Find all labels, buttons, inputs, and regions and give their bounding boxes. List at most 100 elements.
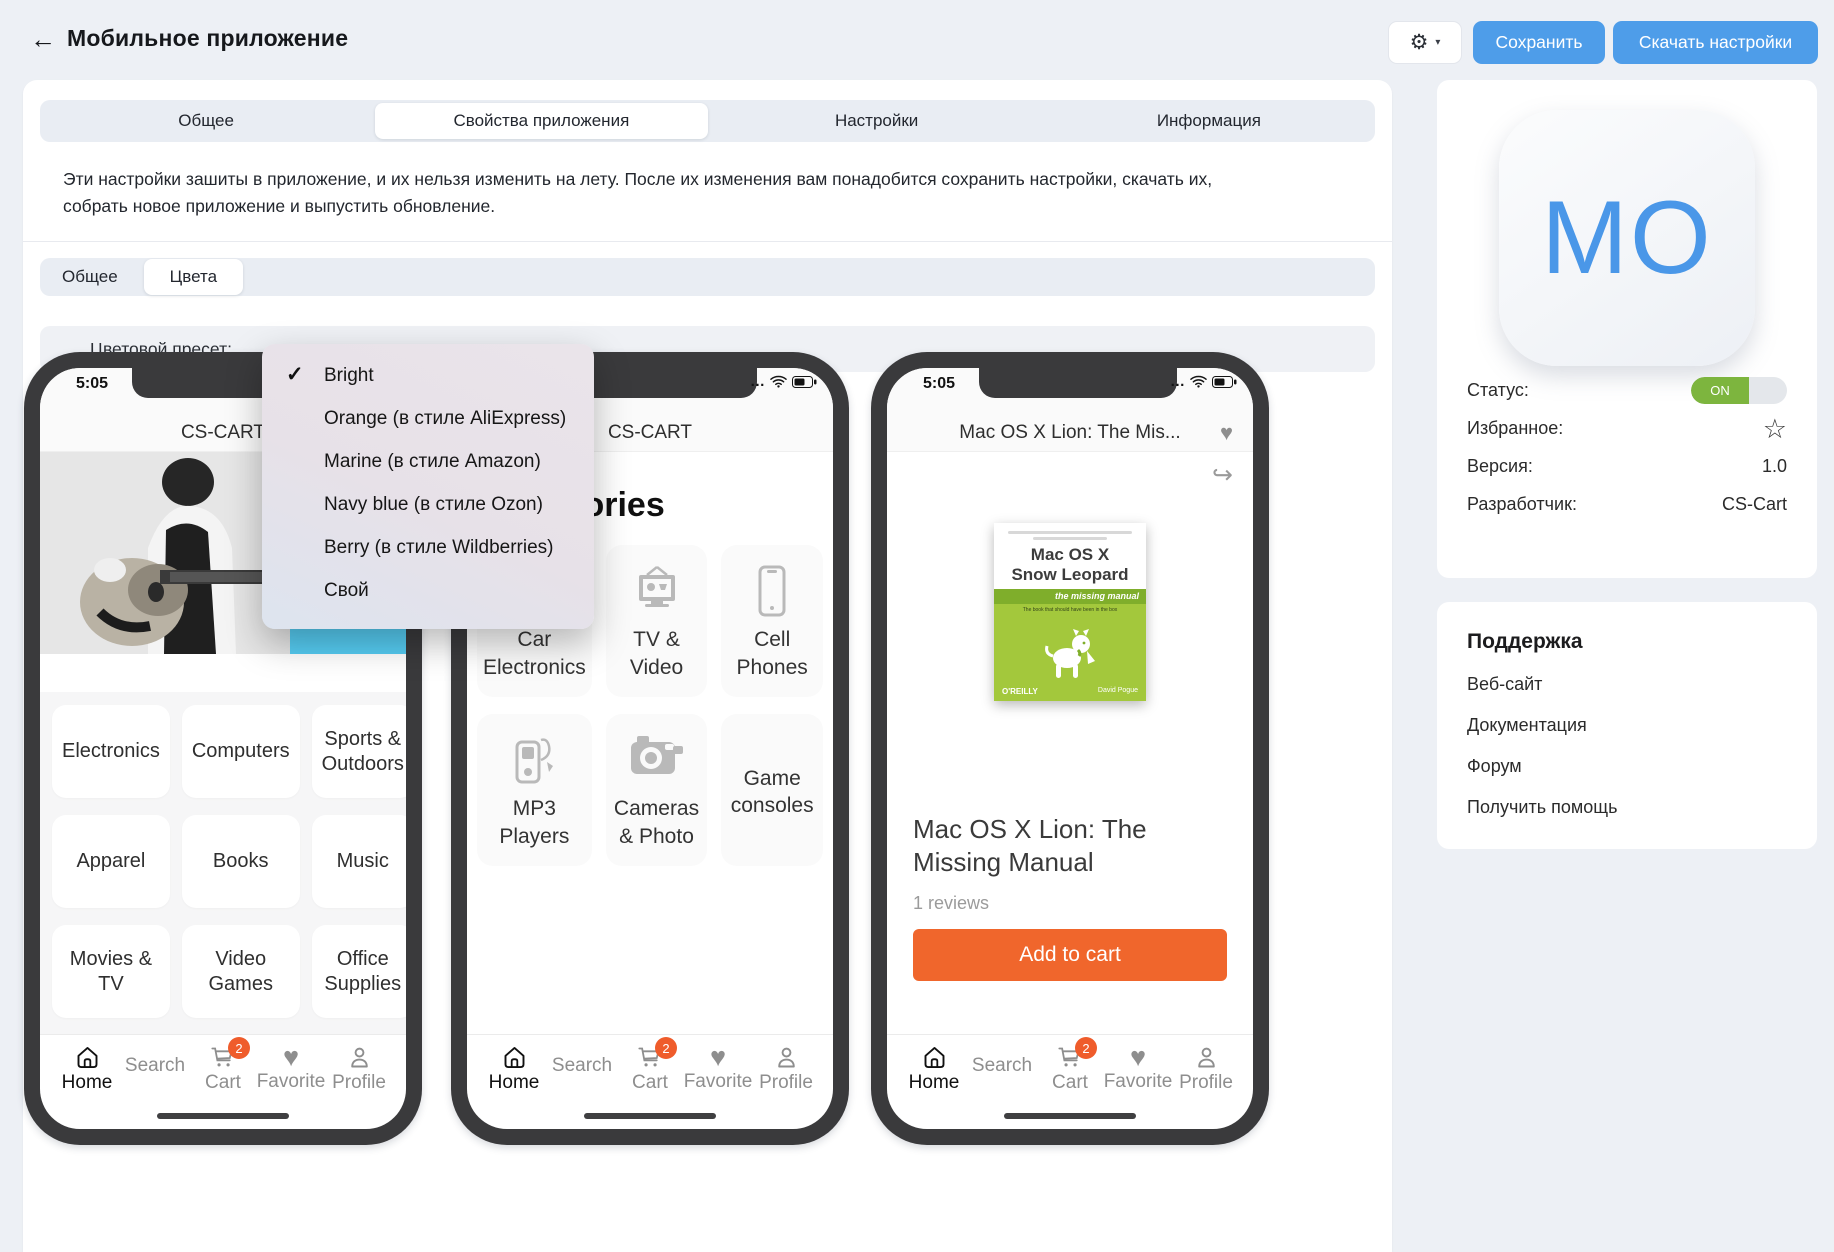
support-link-docs[interactable]: Документация	[1467, 715, 1587, 735]
share-icon[interactable]: ↪	[1212, 461, 1233, 489]
category-card[interactable]: Office Supplies	[311, 925, 406, 1018]
nav-cart-label: Cart	[205, 1072, 241, 1093]
category-card[interactable]: Game consoles	[721, 714, 823, 866]
category-card[interactable]: Books	[181, 815, 300, 908]
home-indicator[interactable]	[157, 1113, 289, 1119]
app-icon: MO	[1499, 110, 1755, 366]
book-cover: Mac OS X Snow Leopard the missing manual…	[994, 523, 1146, 701]
status-time: 5:05	[76, 375, 109, 392]
book-series-strip: the missing manual	[994, 589, 1146, 605]
back-icon[interactable]: ←	[30, 24, 56, 54]
cell-phone-icon	[758, 565, 786, 617]
nav-profile[interactable]: Profile	[755, 1044, 817, 1129]
preset-option-custom[interactable]: Свой	[262, 569, 594, 612]
heart-icon: ♥	[1129, 1042, 1147, 1072]
toggle-on-label: ON	[1691, 377, 1749, 404]
nav-profile-label: Profile	[759, 1072, 813, 1093]
app-title-text: CS-CART	[180, 421, 266, 443]
status-row: Статус: ON	[1467, 377, 1787, 404]
book-title-line2: Snow Leopard	[1011, 564, 1129, 584]
profile-icon	[1197, 1047, 1215, 1068]
description-line2: собрать новое приложение и выпустить обн…	[63, 196, 496, 216]
nav-profile-label: Profile	[332, 1072, 386, 1093]
download-settings-button[interactable]: Скачать настройки	[1613, 21, 1818, 64]
status-toggle[interactable]: ON	[1691, 377, 1787, 404]
category-card[interactable]: TV & Video	[605, 545, 708, 697]
preset-option-orange[interactable]: Orange (в стиле AliExpress)	[262, 397, 594, 440]
nav-home-label: Home	[61, 1072, 113, 1093]
nav-home[interactable]: Home	[903, 1044, 965, 1129]
wifi-icon	[1190, 375, 1207, 388]
nav-cart[interactable]: 2 Cart	[1039, 1037, 1101, 1129]
home-indicator[interactable]	[1004, 1113, 1136, 1119]
category-card[interactable]: Sports & Outdoors	[311, 705, 406, 798]
top-bar: ← Мобильное приложение ⚙ ▾ Сохранить Ска…	[0, 0, 1834, 80]
support-link-forum[interactable]: Форум	[1467, 756, 1522, 776]
category-card[interactable]: MP3 Players	[477, 714, 592, 866]
nav-cart[interactable]: 2 Cart	[619, 1037, 681, 1129]
description-line1: Эти настройки зашиты в приложение, и их …	[63, 169, 1213, 189]
tab-app-properties[interactable]: Свойства приложения	[375, 103, 708, 139]
version-row: Версия: 1.0	[1467, 453, 1787, 480]
book-quote-lines	[994, 523, 1146, 542]
category-card[interactable]: Video Games	[181, 925, 300, 1018]
bottom-nav: Home Search 2 Cart ♥ Favorite Profile	[887, 1034, 1253, 1129]
support-link-website[interactable]: Веб-сайт	[1467, 674, 1543, 694]
category-card[interactable]: Music	[311, 815, 406, 908]
product-reviews[interactable]: 1 reviews	[913, 892, 990, 913]
nav-search[interactable]: Search	[124, 1044, 186, 1129]
tab-settings[interactable]: Настройки	[834, 111, 919, 130]
category-card[interactable]: Computers	[181, 705, 300, 798]
phone-preview-home: 5:05 … CS-CART BES	[24, 352, 422, 1145]
support-title: Поддержка	[1467, 630, 1583, 653]
favorite-heart-icon[interactable]: ♥	[1219, 420, 1233, 445]
category-label: Cameras & Photo	[613, 797, 700, 848]
nav-home-label: Home	[488, 1072, 540, 1093]
description-text: Эти настройки зашиты в приложение, и их …	[63, 166, 1375, 220]
category-card[interactable]: Movies & TV	[52, 925, 170, 1018]
nav-home[interactable]: Home	[56, 1044, 118, 1129]
nav-cart[interactable]: 2 Cart	[192, 1037, 254, 1129]
home-icon	[504, 1046, 524, 1069]
nav-home[interactable]: Home	[483, 1044, 545, 1129]
home-icon	[77, 1046, 97, 1069]
preset-option-bright[interactable]: ✓ Bright	[262, 354, 594, 397]
support-link-help[interactable]: Получить помощь	[1467, 797, 1618, 817]
bottom-nav: Home Search 2 Cart ♥ Favorite Profile	[40, 1034, 406, 1129]
bottom-nav: Home Search 2 Cart ♥ Favorite Profile	[467, 1034, 833, 1129]
category-card[interactable]: Cell Phones	[721, 545, 823, 697]
nav-profile[interactable]: Profile	[1175, 1044, 1237, 1129]
category-card[interactable]: Cameras & Photo	[605, 714, 708, 866]
mp3-player-icon	[515, 738, 554, 784]
tv-video-icon	[638, 566, 675, 607]
category-card[interactable]: Apparel	[52, 815, 170, 908]
subtab-general[interactable]: Общее	[62, 267, 118, 286]
version-label: Версия:	[1467, 456, 1533, 476]
favorite-row: Избранное: ☆	[1467, 415, 1787, 442]
nav-profile[interactable]: Profile	[328, 1044, 390, 1129]
tab-information[interactable]: Информация	[1156, 111, 1261, 130]
page-title: Мобильное приложение	[67, 25, 349, 51]
category-card[interactable]: Electronics	[52, 705, 170, 798]
nav-favorite[interactable]: ♥ Favorite	[684, 1044, 753, 1129]
nav-favorite[interactable]: ♥ Favorite	[257, 1044, 326, 1129]
book-title-line1: Mac OS X	[1030, 545, 1110, 564]
nav-cart-label: Cart	[632, 1072, 668, 1093]
save-button[interactable]: Сохранить	[1473, 21, 1605, 64]
tab-general[interactable]: Общее	[178, 111, 234, 130]
preset-option-berry[interactable]: Berry (в стиле Wildberries)	[262, 526, 594, 569]
home-indicator[interactable]	[584, 1113, 716, 1119]
nav-favorite[interactable]: ♥ Favorite	[1104, 1042, 1173, 1129]
preset-option-navy[interactable]: Navy blue (в стиле Ozon)	[262, 483, 594, 526]
product-image-wrap[interactable]: Mac OS X Snow Leopard the missing manual…	[887, 523, 1253, 701]
preset-option-marine[interactable]: Marine (в стиле Amazon)	[262, 440, 594, 483]
settings-dropdown-button[interactable]: ⚙ ▾	[1388, 21, 1462, 64]
nav-favorite-label: Favorite	[1103, 1071, 1173, 1092]
add-to-cart-button[interactable]: Add to cart	[913, 928, 1227, 981]
subtab-colors[interactable]: Цвета	[143, 259, 244, 295]
status-label: Статус:	[1467, 380, 1529, 400]
star-icon[interactable]: ☆	[1762, 413, 1787, 444]
nav-search-label: Search	[124, 1055, 186, 1076]
nav-search[interactable]: Search	[551, 1044, 613, 1129]
nav-search[interactable]: Search	[971, 1044, 1033, 1129]
